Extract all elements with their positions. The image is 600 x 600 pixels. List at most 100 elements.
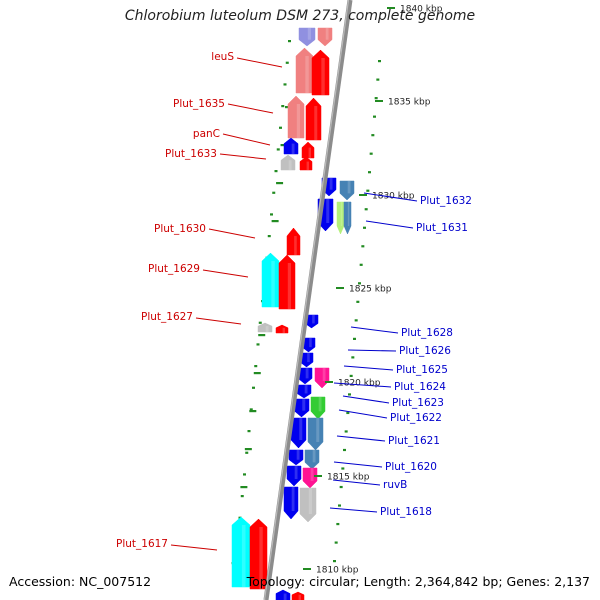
- gene-shade: [265, 326, 269, 332]
- forward-gene-label[interactable]: Plut_1620: [385, 461, 437, 473]
- gene-feature[interactable]: [286, 465, 302, 487]
- gene-shade: [347, 202, 350, 226]
- ruler-label: 1815 kbp: [327, 473, 370, 483]
- reverse-gene-label[interactable]: Plut_1617: [116, 538, 168, 550]
- gene-feature[interactable]: [287, 95, 305, 139]
- gene-feature[interactable]: [296, 384, 312, 399]
- forward-gene-label[interactable]: Plut_1621: [388, 435, 440, 447]
- gene-feature[interactable]: [336, 201, 345, 235]
- gene-feature[interactable]: [299, 487, 317, 523]
- gene-feature[interactable]: [291, 591, 305, 600]
- forward-gene-label[interactable]: Plut_1626: [399, 345, 451, 357]
- label-leader-line: [329, 507, 378, 513]
- reverse-gene-label[interactable]: Plut_1630: [154, 223, 206, 235]
- forward-gene-label[interactable]: Plut_1632: [420, 195, 472, 207]
- forward-gene-label[interactable]: ruvB: [383, 479, 407, 491]
- gene-feature[interactable]: [257, 322, 273, 333]
- gene-feature[interactable]: [275, 324, 289, 334]
- gene-feature[interactable]: [307, 417, 324, 451]
- gc-tick: [336, 522, 340, 526]
- gene-feature[interactable]: [310, 396, 326, 420]
- forward-gene-label[interactable]: Plut_1618: [380, 506, 432, 518]
- gc-tick: [276, 182, 284, 185]
- ruler-label: 1825 kbp: [349, 285, 392, 295]
- gene-shade: [340, 202, 343, 226]
- gc-tick: [279, 126, 282, 129]
- gene-shade: [294, 466, 298, 479]
- forward-gene-label[interactable]: Plut_1631: [416, 222, 468, 234]
- gc-tick: [274, 170, 278, 173]
- label-leader-line: [227, 103, 274, 114]
- gene-feature[interactable]: [288, 449, 304, 466]
- gc-tick: [338, 504, 341, 507]
- label-leader-line: [347, 349, 397, 352]
- reverse-gene-label[interactable]: Plut_1629: [148, 263, 200, 275]
- gc-tick: [252, 386, 255, 389]
- gc-tick: [258, 321, 262, 324]
- gene-feature[interactable]: [261, 252, 280, 308]
- gc-tick: [272, 191, 276, 194]
- gc-tick: [371, 134, 375, 137]
- gene-feature[interactable]: [249, 518, 268, 590]
- gene-shade: [322, 368, 326, 381]
- gene-feature[interactable]: [283, 137, 299, 155]
- ruler-label: 1835 kbp: [388, 98, 431, 108]
- gc-tick: [341, 467, 345, 470]
- forward-gene-label[interactable]: Plut_1622: [390, 412, 442, 424]
- gene-feature[interactable]: [286, 227, 301, 256]
- reverse-gene-label[interactable]: leuS: [211, 51, 234, 63]
- gc-tick: [364, 208, 368, 211]
- gc-tick: [270, 213, 273, 216]
- gene-feature[interactable]: [302, 467, 318, 489]
- label-leader-line: [338, 409, 388, 419]
- ruler-label: 1820 kbp: [338, 379, 381, 389]
- gene-shade: [241, 525, 246, 587]
- gc-tick: [245, 451, 249, 454]
- gene-shade: [314, 106, 318, 140]
- gene-feature[interactable]: [343, 201, 352, 235]
- forward-gene-label[interactable]: Plut_1623: [392, 397, 444, 409]
- gene-shade: [307, 28, 311, 40]
- gene-shade: [287, 263, 291, 309]
- label-leader-line: [365, 220, 414, 229]
- gene-feature[interactable]: [339, 180, 355, 201]
- gc-tick: [253, 372, 261, 375]
- forward-gene-label[interactable]: Plut_1628: [401, 327, 453, 339]
- forward-gene-label[interactable]: Plut_1624: [394, 381, 446, 393]
- gene-feature[interactable]: [299, 156, 313, 171]
- gc-tick: [373, 115, 376, 118]
- gene-shade: [308, 488, 312, 514]
- gene-feature[interactable]: [314, 367, 330, 389]
- gene-feature[interactable]: [231, 516, 251, 588]
- reverse-gene-label[interactable]: Plut_1627: [141, 311, 193, 323]
- gene-feature[interactable]: [317, 27, 333, 47]
- label-leader-line: [236, 57, 283, 68]
- gc-tick: [249, 408, 253, 411]
- gene-feature[interactable]: [311, 49, 330, 96]
- gene-feature[interactable]: [278, 254, 296, 310]
- gc-tick: [247, 430, 251, 433]
- gc-tick: [339, 485, 343, 489]
- reverse-gene-label[interactable]: Plut_1633: [165, 148, 217, 160]
- ruler-label: 1810 kbp: [316, 566, 359, 576]
- gene-shade: [326, 199, 330, 223]
- gc-tick: [281, 105, 285, 108]
- reverse-gene-label[interactable]: panC: [193, 128, 220, 140]
- gene-feature[interactable]: [283, 486, 299, 520]
- gene-feature[interactable]: [298, 27, 316, 47]
- reverse-gene-label[interactable]: Plut_1635: [173, 98, 225, 110]
- gene-feature[interactable]: [295, 47, 314, 94]
- gene-shade: [282, 327, 285, 333]
- gene-features: [231, 27, 355, 600]
- forward-gene-label[interactable]: Plut_1625: [396, 364, 448, 376]
- label-leader-line: [342, 395, 390, 404]
- gc-tick: [356, 300, 360, 303]
- gene-feature[interactable]: [301, 141, 315, 159]
- gene-feature[interactable]: [280, 154, 296, 171]
- gc-tick: [378, 60, 381, 63]
- gene-feature[interactable]: [304, 449, 320, 470]
- gene-feature[interactable]: [275, 589, 291, 600]
- gc-tick: [283, 83, 287, 86]
- gene-feature[interactable]: [305, 97, 322, 141]
- gene-shade: [306, 161, 309, 170]
